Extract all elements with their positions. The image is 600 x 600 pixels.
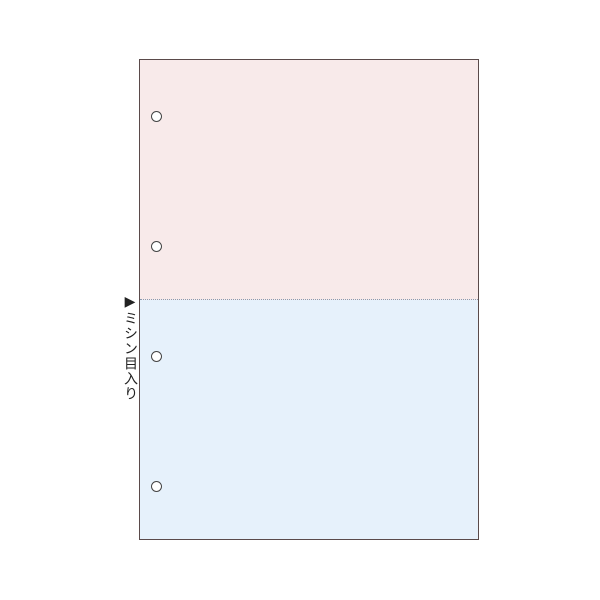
punch-hole	[151, 241, 162, 252]
punch-hole	[151, 481, 162, 492]
bottom-section	[140, 300, 478, 539]
paper-sheet	[139, 59, 479, 540]
top-section	[140, 60, 478, 300]
perforation-line	[140, 299, 478, 300]
punch-hole	[151, 111, 162, 122]
punch-hole	[151, 351, 162, 362]
perforation-label: ▶ミシン目入り	[122, 294, 138, 401]
